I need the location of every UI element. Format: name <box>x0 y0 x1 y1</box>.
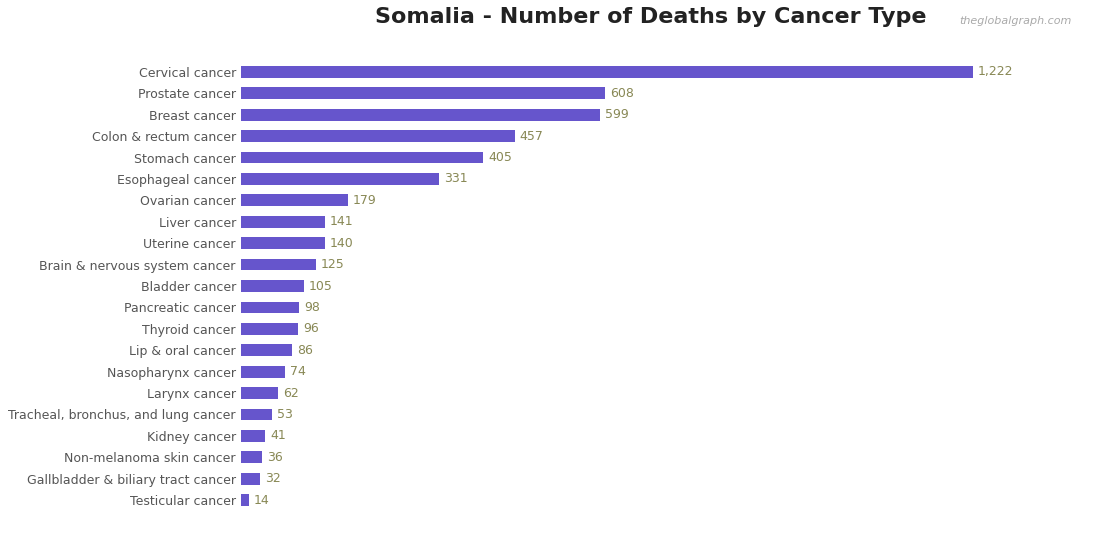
Text: 599: 599 <box>605 108 628 121</box>
Text: 125: 125 <box>321 258 345 271</box>
Bar <box>241 66 974 78</box>
Bar <box>241 344 292 356</box>
Text: 36: 36 <box>267 451 283 464</box>
Text: 86: 86 <box>298 344 313 357</box>
Text: theglobalgraph.com: theglobalgraph.com <box>959 16 1072 26</box>
Bar <box>241 258 315 271</box>
Bar <box>241 130 514 142</box>
Text: 405: 405 <box>488 151 512 164</box>
Bar <box>241 452 263 463</box>
Text: 32: 32 <box>265 472 280 485</box>
Bar <box>241 87 605 99</box>
Text: 62: 62 <box>282 387 299 399</box>
Bar <box>241 323 299 335</box>
Bar <box>241 109 600 120</box>
Text: 53: 53 <box>277 408 293 421</box>
Text: 98: 98 <box>304 301 321 314</box>
Title: Somalia - Number of Deaths by Cancer Type: Somalia - Number of Deaths by Cancer Typ… <box>375 7 927 27</box>
Bar <box>241 195 348 206</box>
Text: 41: 41 <box>270 430 286 442</box>
Text: 608: 608 <box>610 87 633 100</box>
Bar <box>241 494 249 506</box>
Text: 96: 96 <box>303 322 318 335</box>
Text: 179: 179 <box>352 194 376 207</box>
Text: 141: 141 <box>330 215 353 228</box>
Bar <box>241 301 300 314</box>
Bar <box>241 473 260 485</box>
Text: 1,222: 1,222 <box>978 65 1013 79</box>
Bar <box>241 366 286 377</box>
Text: 457: 457 <box>520 130 544 142</box>
Bar <box>241 237 325 249</box>
Text: 140: 140 <box>329 236 353 250</box>
Text: 74: 74 <box>290 365 305 378</box>
Bar <box>241 152 484 163</box>
Text: 105: 105 <box>309 279 333 293</box>
Bar <box>241 173 439 185</box>
Bar <box>241 387 278 399</box>
Text: 331: 331 <box>444 173 467 185</box>
Bar <box>241 409 272 420</box>
Bar <box>241 430 265 442</box>
Text: 14: 14 <box>254 493 269 507</box>
Bar <box>241 216 325 228</box>
Bar <box>241 280 304 292</box>
